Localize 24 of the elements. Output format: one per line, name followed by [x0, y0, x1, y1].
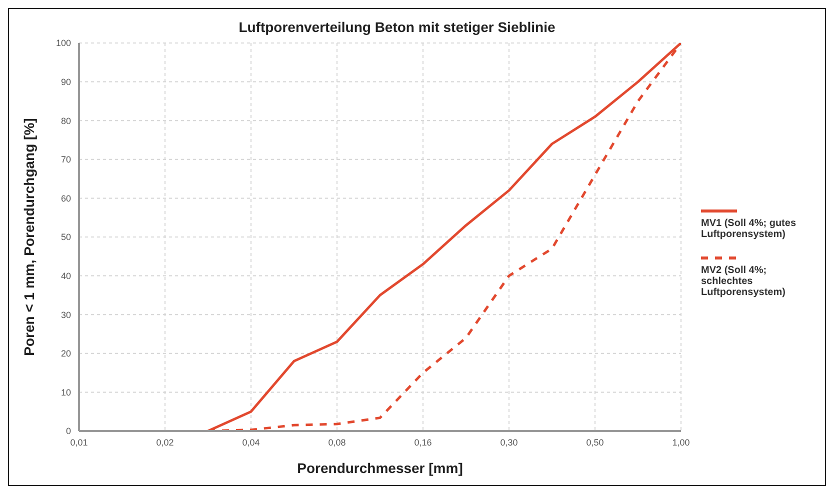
x-axis-title: Porendurchmesser [mm]	[297, 460, 463, 476]
y-tick-label: 90	[60, 76, 71, 87]
x-tick-label: 0,16	[414, 437, 432, 448]
y-tick-label: 20	[60, 348, 71, 359]
legend-label: MV2 (Soll 4%; schlechtes Luftporensystem)	[701, 264, 786, 298]
legend-label: MV1 (Soll 4%; gutes Luftporensystem)	[701, 218, 796, 240]
y-tick-label: 40	[60, 270, 71, 281]
x-tick-label: 0,30	[500, 437, 518, 448]
y-tick-label: 70	[60, 154, 71, 165]
chart-title: Luftporenverteilung Beton mit stetiger Sieblinie	[238, 19, 556, 35]
y-tick-label: 60	[60, 193, 71, 204]
x-tick-label: 0,02	[156, 437, 174, 448]
y-axis-title: Poren < 1 mm, Porendurchgang [%]	[20, 118, 37, 356]
x-tick-label: 1,00	[672, 437, 690, 448]
y-tick-label: 30	[60, 310, 71, 320]
y-tick-label: 100	[56, 38, 71, 48]
x-tick-label: 0,50	[586, 437, 604, 448]
y-tick-label: 50	[60, 232, 71, 242]
y-tick-label: 80	[60, 116, 71, 126]
x-tick-label: 0,08	[328, 437, 346, 448]
x-tick-label: 0,04	[242, 437, 260, 448]
y-tick-label: 10	[60, 387, 71, 398]
x-tick-label: 0,01	[70, 437, 88, 448]
y-tick-label: 0	[66, 426, 71, 436]
